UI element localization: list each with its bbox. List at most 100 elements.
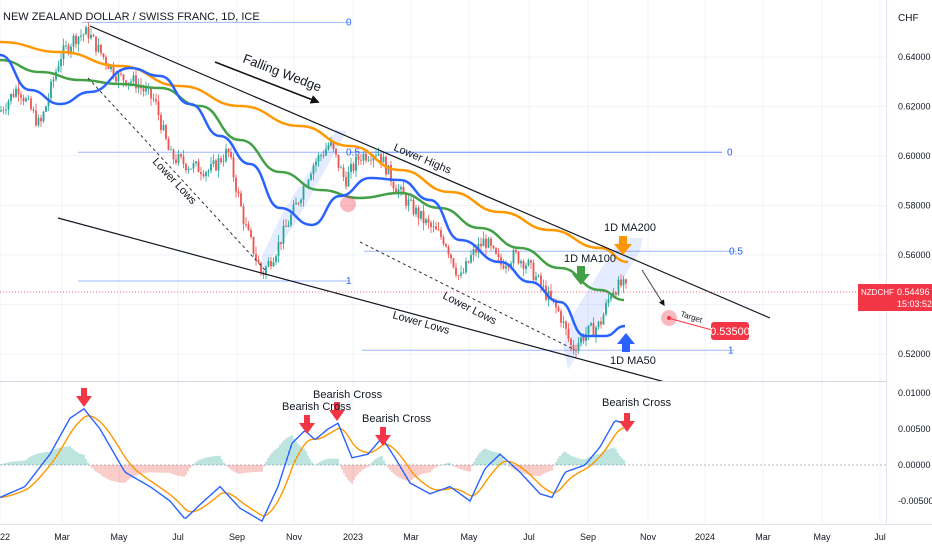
macd-hist-bar — [439, 465, 441, 466]
macd-hist-bar — [171, 465, 173, 474]
candle-body — [617, 279, 620, 295]
macd-hist-bar — [141, 465, 143, 474]
candle-body — [25, 98, 27, 102]
candle-body — [272, 261, 275, 267]
candle-body — [460, 272, 462, 276]
macd-hist-bar — [89, 465, 91, 466]
candle-body — [5, 109, 7, 111]
macd-hist-bar — [169, 465, 171, 473]
macd-hist-bar — [597, 454, 599, 465]
ma100-arrow — [572, 266, 590, 285]
macd-hist-bar — [345, 465, 347, 477]
candle-body — [122, 74, 125, 81]
candle-body — [320, 155, 322, 157]
macd-hist-bar — [317, 463, 319, 465]
candle-body — [482, 238, 485, 247]
candle-body — [142, 88, 145, 92]
candle-body — [575, 350, 577, 352]
price-tick-label: 0.62000 — [898, 102, 931, 112]
macd-hist-bar — [127, 465, 129, 481]
candle-body — [290, 214, 292, 226]
macd-hist-bar — [339, 464, 341, 466]
candle-body — [352, 163, 355, 171]
candle-body — [207, 170, 210, 173]
candle-body — [210, 164, 212, 171]
candle-body — [152, 98, 155, 100]
candle-body — [17, 88, 20, 95]
macd-hist-bar — [359, 465, 361, 473]
macd-hist-bar — [5, 462, 7, 465]
candle-body — [130, 81, 132, 83]
macd-hist-bar — [241, 465, 243, 474]
candle-body — [422, 210, 425, 224]
macd-hist-bar — [103, 465, 105, 478]
macd-hist-bar — [381, 455, 383, 465]
candle-body — [597, 321, 600, 328]
macd-hist-bar — [389, 465, 391, 471]
candle-body — [195, 161, 197, 164]
macd-hist-bar — [201, 458, 203, 465]
macd-hist-bar — [575, 457, 577, 465]
macd-hist-bar — [255, 465, 257, 472]
macd-hist-bar — [49, 451, 51, 465]
macd-hist-bar — [179, 465, 181, 477]
macd-hist-bar — [535, 465, 537, 476]
macd-hist-bar — [531, 465, 533, 476]
macd-hist-bar — [231, 465, 233, 471]
candle-body — [112, 65, 115, 77]
candle-body — [367, 159, 370, 161]
macd-hist-bar — [399, 465, 401, 479]
candle-body — [245, 224, 247, 225]
macd-hist-bar — [479, 452, 481, 465]
macd-hist-bar — [11, 461, 13, 465]
candle-body — [505, 266, 507, 269]
macd-line — [0, 407, 625, 523]
candle-body — [532, 262, 535, 281]
candle-body — [70, 46, 72, 53]
macd-hist-bar — [197, 460, 199, 465]
macd-hist-bar — [207, 457, 209, 465]
macd-hist-bar — [579, 458, 581, 465]
macd-hist-bar — [37, 453, 39, 465]
time-tick-label: May — [110, 532, 128, 542]
candle-body — [65, 45, 67, 47]
macd-hist-bar — [429, 465, 431, 473]
macd-hist-bar — [363, 465, 365, 469]
macd-hist-bar — [423, 465, 425, 474]
macd-hist-bar — [549, 465, 551, 472]
macd-hist-bar — [193, 463, 195, 465]
candle-body — [587, 325, 590, 334]
macd-hist-bar — [487, 449, 489, 465]
macd-hist-bar — [277, 447, 279, 465]
macd-hist-bar — [353, 465, 355, 480]
macd-hist-bar — [585, 458, 587, 465]
macd-hist-bar — [151, 465, 153, 473]
time-tick-label: 2023 — [343, 532, 363, 542]
macd-hist-bar — [517, 465, 519, 472]
macd-hist-bar — [445, 463, 447, 465]
macd-hist-bar — [31, 455, 33, 465]
wedge-lines — [57, 25, 771, 381]
macd-hist-bar — [553, 465, 555, 466]
candle-body — [185, 163, 187, 171]
price-tick-label: 0.56000 — [898, 250, 931, 260]
candle-body — [295, 202, 297, 205]
macd-hist-bar — [65, 446, 67, 465]
macd-hist-bar — [557, 458, 559, 465]
falling-wedge-arrow — [214, 61, 320, 104]
macd-hist-bar — [155, 465, 157, 473]
macd-hist-bar — [461, 465, 463, 470]
time-tick-label: Mar — [54, 532, 70, 542]
candle-body — [115, 76, 117, 82]
macd-hist-bar — [165, 465, 167, 473]
time-tick-label: May — [813, 532, 831, 542]
macd-hist-bar — [599, 453, 601, 465]
fib-label: 0.5 — [729, 246, 743, 257]
upper-wedge-line — [89, 25, 771, 319]
macd-hist-bar — [35, 454, 37, 465]
target-dot — [667, 316, 671, 320]
macd-hist-bar — [245, 465, 247, 473]
price-tick-label: 0.58000 — [898, 201, 931, 211]
macd-hist-bar — [617, 452, 619, 465]
macd-hist-bar — [603, 451, 605, 465]
